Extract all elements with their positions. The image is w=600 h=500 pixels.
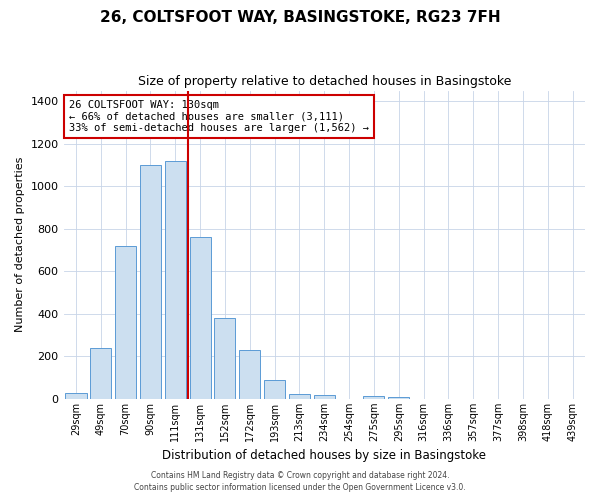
Bar [65,392,86,399]
Bar [90,348,112,399]
Text: Contains HM Land Registry data © Crown copyright and database right 2024.
Contai: Contains HM Land Registry data © Crown c… [134,471,466,492]
Bar [115,246,136,399]
Bar [140,165,161,399]
Bar [289,394,310,399]
Bar [165,160,186,399]
Title: Size of property relative to detached houses in Basingstoke: Size of property relative to detached ho… [137,75,511,88]
Bar [314,394,335,399]
Bar [388,397,409,399]
Text: 26 COLTSFOOT WAY: 130sqm
← 66% of detached houses are smaller (3,111)
33% of sem: 26 COLTSFOOT WAY: 130sqm ← 66% of detach… [69,100,369,133]
Text: 26, COLTSFOOT WAY, BASINGSTOKE, RG23 7FH: 26, COLTSFOOT WAY, BASINGSTOKE, RG23 7FH [100,10,500,25]
Bar [190,238,211,399]
Y-axis label: Number of detached properties: Number of detached properties [15,157,25,332]
Bar [214,318,235,399]
Bar [239,350,260,399]
Bar [364,396,385,399]
X-axis label: Distribution of detached houses by size in Basingstoke: Distribution of detached houses by size … [162,450,486,462]
Bar [264,380,285,399]
